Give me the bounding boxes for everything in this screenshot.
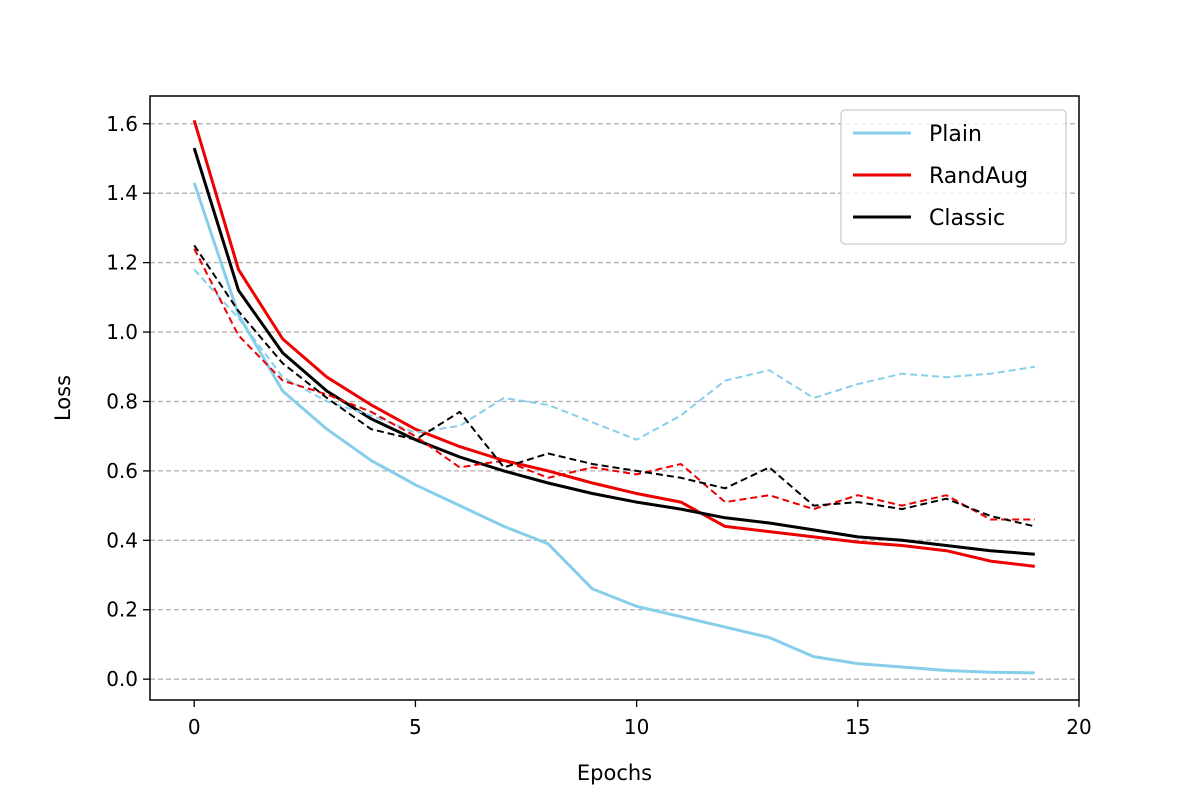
x-axis-label: Epochs xyxy=(577,761,652,785)
y-tick-label: 1.2 xyxy=(106,251,138,275)
x-axis-ticks: 0 5 10 15 20 xyxy=(188,700,1092,739)
y-axis-label: Loss xyxy=(51,375,75,421)
y-tick-label: 0.4 xyxy=(106,528,138,552)
series-line-dashed-5 xyxy=(193,244,1036,528)
series-line-plain xyxy=(192,182,1035,675)
series-line-randaug xyxy=(192,119,1035,568)
series-line-dashed-3 xyxy=(193,268,1035,441)
legend-label-classic: Classic xyxy=(929,206,1005,231)
y-tick-label: 0.6 xyxy=(106,459,138,483)
legend-box xyxy=(840,109,1067,245)
series-line-classic xyxy=(192,147,1035,556)
x-tick-label: 20 xyxy=(1066,715,1091,739)
y-tick-label: 0.0 xyxy=(106,667,138,691)
y-tick-label: 1.6 xyxy=(106,112,138,136)
series-lines xyxy=(192,119,1036,675)
x-tick-label: 15 xyxy=(845,715,870,739)
y-tick-label: 0.8 xyxy=(106,389,138,413)
series-line-dashed-4 xyxy=(193,248,1035,521)
legend-label-randaug: RandAug xyxy=(929,164,1028,189)
plot-frame xyxy=(149,95,1080,701)
x-tick-label: 5 xyxy=(409,715,422,739)
y-axis-ticks: 0.0 0.2 0.4 0.6 0.8 1.0 1.2 1.4 1.6 xyxy=(106,112,150,691)
y-tick-label: 1.4 xyxy=(106,181,138,205)
y-tick-label: 0.2 xyxy=(106,598,138,622)
legend: Plain RandAug Classic xyxy=(840,109,1067,245)
x-tick-label: 0 xyxy=(188,715,201,739)
y-tick-label: 1.0 xyxy=(106,320,138,344)
legend-label-plain: Plain xyxy=(929,122,982,147)
x-tick-label: 10 xyxy=(624,715,649,739)
